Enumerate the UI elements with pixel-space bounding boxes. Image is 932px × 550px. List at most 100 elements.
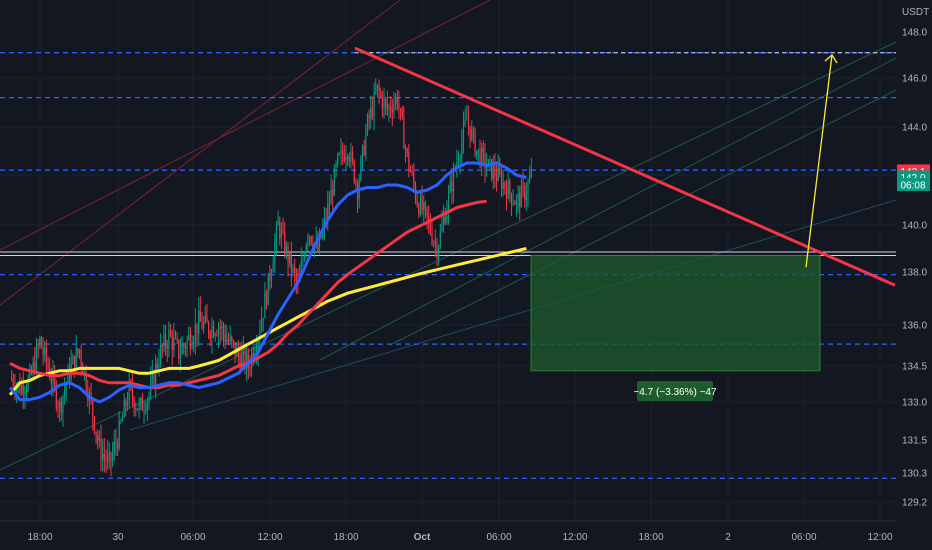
candle-body [361, 145, 364, 159]
candle-body [282, 230, 284, 232]
candle-body [103, 453, 105, 458]
candle-body [146, 400, 148, 411]
candle-body [279, 221, 281, 239]
candle-body [224, 334, 226, 342]
candle-body [138, 404, 140, 411]
y-tick-label: 129.2 [902, 498, 927, 509]
candle-body [302, 258, 304, 262]
candle-body [221, 326, 223, 329]
candle-body [438, 246, 440, 259]
candle-body [284, 231, 286, 254]
candle-body [176, 337, 178, 341]
candle-body [158, 363, 160, 368]
measure-label-text: −4.7 (−3.36%) −47 [633, 387, 717, 398]
x-tick-label: 12:00 [257, 532, 282, 543]
y-axis-background [896, 0, 932, 520]
channel-line [319, 57, 897, 361]
candle-body [368, 115, 370, 119]
candle-body [378, 84, 380, 92]
candle-body [189, 334, 191, 349]
candle-body [418, 205, 420, 214]
x-tick-label: 12:00 [562, 532, 587, 543]
candle-body [201, 321, 203, 329]
candle-body [19, 382, 21, 394]
x-axis[interactable]: 18:00 30 06:00 12:00 18:00 Oct 06:00 12:00 18:00… [0, 520, 896, 543]
candle-body [431, 232, 433, 243]
candle-body [20, 385, 23, 394]
candle-body [161, 344, 163, 347]
candle-body [59, 401, 61, 408]
candle-body [194, 323, 196, 341]
candle-body [525, 195, 527, 201]
y-axis[interactable]: USDT 148.0146.0144.0142.0140.0138.0136.0… [896, 0, 932, 520]
candle-body [121, 417, 124, 422]
candle-body [489, 159, 491, 161]
candle-body [145, 410, 147, 412]
x-tick-label: 30 [112, 532, 124, 543]
candle-body [141, 398, 143, 411]
moving-averages [8, 161, 527, 404]
candle-body [143, 410, 145, 412]
candle-body [317, 240, 319, 251]
candle-body [191, 345, 193, 349]
candle-body [495, 176, 498, 181]
candle-body [391, 110, 393, 113]
price-tag-tag3: 06:08 [900, 181, 925, 192]
candle-body [90, 392, 92, 401]
candle-body [522, 185, 524, 187]
price-tags: 142.1142.006:08 [897, 164, 930, 192]
candle-body [355, 181, 357, 183]
candle-body [272, 262, 274, 273]
candle-body [340, 149, 342, 154]
candle-body [110, 452, 112, 461]
candle-body [42, 348, 44, 355]
candle-body [381, 95, 383, 108]
candle-body [259, 331, 261, 340]
candle-body [294, 266, 296, 273]
y-tick-label: 146.0 [902, 74, 927, 85]
candle-body [148, 394, 150, 401]
candle-body [509, 180, 511, 194]
candle-body [497, 167, 499, 181]
candle-body [199, 310, 201, 322]
candle-body [433, 242, 435, 244]
candle-body [502, 182, 504, 190]
measure-label-background [637, 381, 713, 401]
candle-body [257, 339, 259, 351]
candle-body [434, 242, 436, 244]
candle-body [39, 337, 41, 346]
candle-body [318, 235, 321, 251]
candle-body [308, 236, 311, 238]
candle-body [492, 165, 494, 179]
price-tag-background [897, 178, 930, 191]
candle-body [386, 102, 388, 110]
candle-body [29, 369, 31, 378]
candle-body [396, 96, 398, 105]
measure-box[interactable] [530, 255, 821, 372]
candle-body [12, 379, 14, 387]
candle-body [67, 368, 69, 384]
candle-body [34, 362, 36, 372]
candle-body [512, 203, 514, 205]
candle-body [222, 326, 225, 335]
candle-body [52, 374, 54, 384]
candle-body [80, 349, 82, 365]
candle-body [428, 216, 430, 221]
candle-body [353, 160, 355, 182]
candle-body [171, 335, 173, 351]
candle-body [320, 235, 322, 238]
candle-body [193, 340, 195, 346]
candle-body [72, 356, 74, 364]
candle-body [365, 133, 367, 155]
channel-line [389, 89, 897, 346]
candle-body [131, 386, 134, 399]
candle-body [95, 431, 97, 436]
candle-body [277, 221, 279, 226]
candle-body [383, 98, 385, 108]
candle-body [163, 334, 165, 347]
candle-body [100, 438, 102, 461]
drawings[interactable] [354, 46, 896, 287]
candle-body [443, 217, 445, 225]
candle-body [461, 140, 463, 158]
